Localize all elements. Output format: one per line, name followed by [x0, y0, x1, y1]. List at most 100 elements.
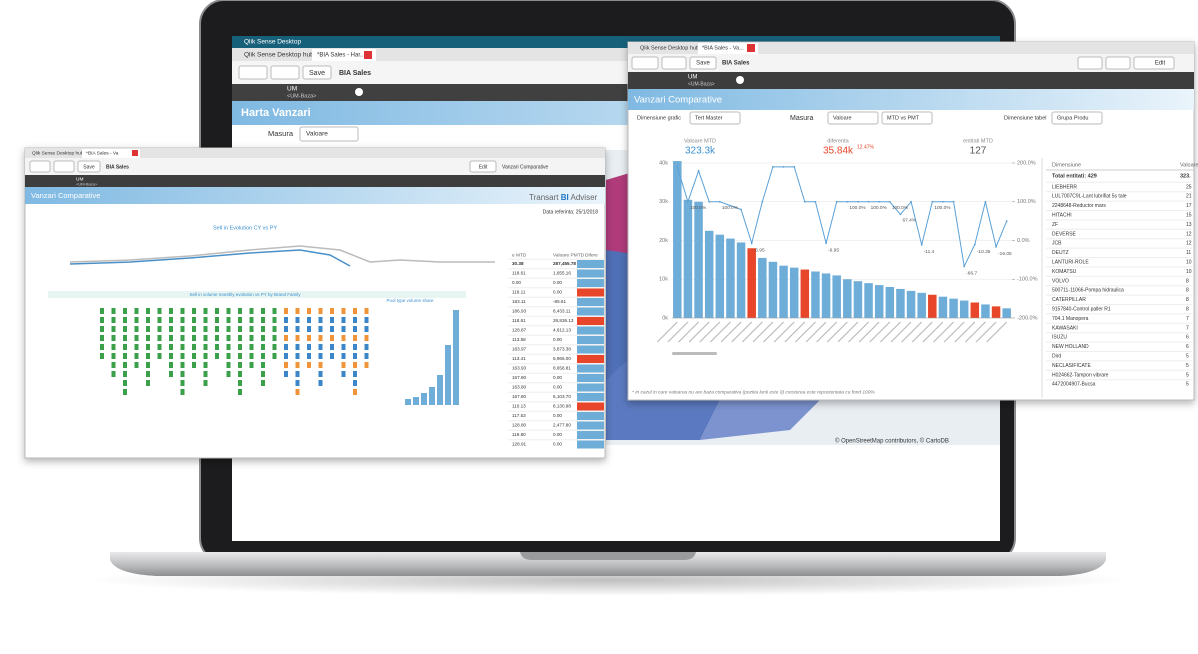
mini-charts [69, 245, 495, 405]
filter-value[interactable]: Tert Master [695, 115, 723, 121]
tab[interactable]: *BIA Sales - Va [86, 150, 119, 156]
table-cell: 3,873.38 [553, 347, 571, 352]
table-header: e MTD [512, 252, 527, 258]
edit-button[interactable] [469, 160, 497, 173]
save-button[interactable] [77, 160, 101, 173]
mini-cell [295, 317, 300, 323]
active-tab[interactable] [698, 43, 758, 54]
mini-cell [134, 317, 139, 323]
category-label-placeholder [826, 321, 848, 343]
kpis: Valoare MTD 323.3k diferenta 35.84k 12.47% en… [684, 138, 993, 156]
mini-cell [180, 380, 185, 386]
diff-cell [577, 336, 604, 344]
edit-label[interactable]: Edit [1155, 61, 1166, 67]
mini-cell [238, 317, 242, 323]
mini-cell [272, 317, 277, 323]
tab[interactable]: *BIA Sales - Har... [317, 53, 365, 59]
diff-cell [577, 307, 604, 316]
mini-cell [307, 362, 311, 368]
filter-value[interactable]: MTD vs PMT [887, 115, 920, 121]
mini-cell [169, 317, 173, 323]
tab[interactable]: Qlik Sense Desktop hub [32, 150, 84, 156]
filter-dropdown[interactable] [881, 111, 933, 125]
nav-button[interactable] [29, 160, 51, 173]
bookmark-title: UM [76, 176, 83, 182]
mini-cell [123, 317, 127, 323]
menu-button[interactable] [270, 65, 300, 80]
filter-value[interactable]: Valoare [833, 115, 852, 121]
bookmark-clear[interactable] [355, 88, 363, 96]
bar [917, 292, 926, 318]
export-button[interactable] [1105, 56, 1131, 70]
save-button[interactable] [302, 65, 332, 80]
filter-value[interactable]: Grupa Produ [1057, 115, 1089, 121]
mini-cell [180, 344, 185, 350]
story-button[interactable] [1077, 56, 1103, 70]
edit-label[interactable]: Edit [479, 164, 488, 170]
mini-cell [261, 380, 265, 386]
nav-button[interactable] [238, 65, 268, 80]
filter-dropdown[interactable] [827, 111, 879, 125]
table-cell: Dird [1052, 354, 1061, 360]
mini-cell [261, 353, 265, 359]
bookmark-title: UM [688, 75, 697, 81]
mini-cell [226, 317, 231, 323]
mini-cell [169, 326, 173, 332]
tab[interactable]: Qlik Sense Desktop hub [244, 52, 314, 59]
filter-dropdown[interactable] [689, 111, 741, 125]
line-series [676, 166, 1008, 268]
edit-button[interactable] [1133, 56, 1175, 70]
filter-dropdown[interactable] [1051, 111, 1103, 125]
tab-close[interactable] [132, 150, 138, 156]
comparative-chart: 0k 10k 20k 30k 40k -200.0% -100.0% 0.0% 100.0% 20… [656, 160, 1038, 343]
bar [949, 298, 958, 318]
active-tab[interactable] [82, 149, 140, 158]
bookmark-sub: <UM-Baza> [287, 93, 316, 99]
bookmark-clear[interactable] [736, 76, 744, 84]
mini-bar [405, 399, 411, 405]
mini-cell [238, 380, 242, 386]
save-button[interactable] [689, 56, 717, 70]
mini-cell [180, 362, 185, 368]
table-cell: 8 [1186, 307, 1189, 313]
table-cell: ISUZU [1052, 335, 1067, 341]
scrollbar[interactable] [672, 352, 717, 355]
table-cell: 10 [1186, 260, 1192, 266]
active-tab[interactable] [312, 49, 376, 61]
save-label[interactable]: Save [83, 164, 95, 170]
line-point [931, 200, 934, 203]
tab[interactable]: Qlik Sense Desktop hub [640, 45, 699, 51]
mini-cell [341, 362, 346, 368]
bar [704, 230, 714, 318]
save-label[interactable]: Save [696, 61, 710, 67]
bar [832, 275, 841, 318]
mini-cell [111, 353, 116, 359]
mini-cell [318, 362, 323, 368]
tab[interactable]: *BIA Sales - Va... [702, 45, 744, 51]
mini-cell [272, 308, 277, 314]
measure-dropdown[interactable] [299, 126, 359, 142]
mini-cell [261, 335, 265, 341]
y2-tick-label: -100.0% [1017, 277, 1038, 283]
mini-cell [123, 335, 127, 341]
mini-cell [169, 362, 173, 368]
mini-cell [261, 317, 265, 323]
sheet-select[interactable]: Vanzari Comparative [502, 164, 549, 170]
menu-button[interactable] [661, 56, 687, 70]
mini-cell [111, 335, 116, 341]
line-point [878, 200, 881, 203]
category-label-placeholder [699, 321, 721, 343]
menu-button[interactable] [53, 160, 75, 173]
table-cell: 5 [1186, 363, 1189, 369]
bar [673, 161, 682, 318]
nav-button[interactable] [631, 56, 659, 70]
bar [981, 304, 990, 318]
save-label[interactable]: Save [309, 70, 325, 77]
mini-cell [215, 353, 219, 359]
tab-close[interactable] [747, 44, 755, 52]
mini-cell [353, 371, 357, 377]
tab-close[interactable] [364, 51, 372, 59]
measure-value[interactable]: Valoare [306, 131, 328, 138]
mini-cell [111, 344, 116, 350]
mini-cell [261, 371, 265, 377]
